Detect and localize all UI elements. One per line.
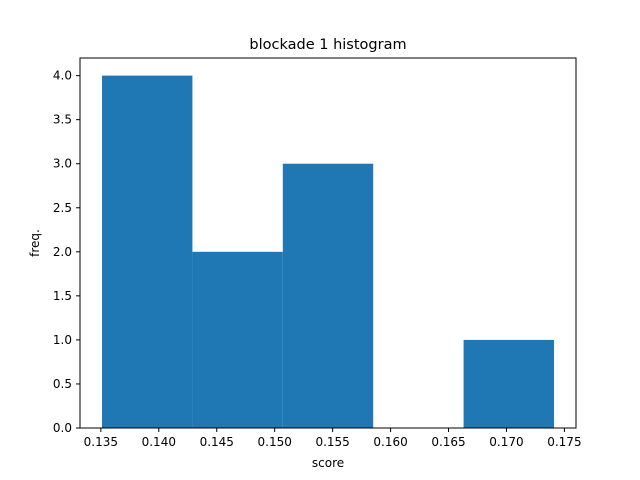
y-tick-label: 2.0: [53, 245, 72, 259]
y-tick-label: 3.5: [53, 113, 72, 127]
histogram-bar-2: [282, 163, 374, 428]
x-axis-label: score: [312, 456, 344, 470]
x-tick-label: 0.170: [489, 435, 523, 449]
y-tick-label: 3.0: [53, 157, 72, 171]
histogram-bar-4: [463, 339, 554, 428]
x-tick-label: 0.155: [315, 435, 349, 449]
x-tick-label: 0.150: [258, 435, 292, 449]
y-tick-label: 4.0: [53, 69, 72, 83]
y-axis-label: freq.: [28, 229, 42, 257]
plot-frame: [79, 57, 577, 429]
y-tick-label: 0.5: [53, 377, 72, 391]
histogram-bar-1: [192, 251, 283, 428]
x-tick-label: 0.165: [431, 435, 465, 449]
bars-group: [102, 75, 554, 428]
y-axis: 0.0 0.5 1.0 1.5 2.0 2.5 3.0 3.5 4.0: [53, 69, 80, 435]
chart-title: blockade 1 histogram: [249, 37, 406, 53]
x-tick-label: 0.135: [84, 435, 118, 449]
y-tick-label: 2.5: [53, 201, 72, 215]
y-tick-label: 0.0: [53, 421, 72, 435]
x-tick-label: 0.140: [142, 435, 176, 449]
x-tick-label: 0.160: [373, 435, 407, 449]
x-tick-label: 0.145: [200, 435, 234, 449]
x-tick-label: 0.175: [547, 435, 581, 449]
histogram-bar-0: [102, 75, 193, 428]
y-tick-label: 1.0: [53, 333, 72, 347]
y-tick-label: 1.5: [53, 289, 72, 303]
x-axis: 0.135 0.140 0.145 0.150 0.155 0.160 0.165 0.170…: [84, 428, 582, 449]
